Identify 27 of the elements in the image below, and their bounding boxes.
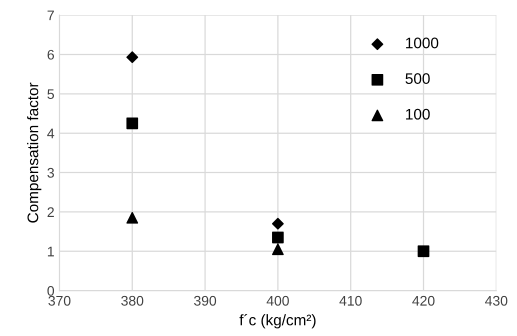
point <box>126 118 138 130</box>
legend-label: 100 <box>406 108 430 120</box>
y-tick-label: 0 <box>47 286 54 296</box>
y-tick-label: 3 <box>47 168 54 178</box>
point <box>126 212 138 224</box>
y-tick-label: 5 <box>47 89 54 100</box>
x-tick-label: 370 <box>48 296 70 306</box>
x-tick-label: 390 <box>194 296 216 306</box>
y-tick-label: 7 <box>48 10 54 20</box>
point <box>272 243 284 256</box>
x-tick-label: 380 <box>121 296 144 306</box>
y-axis-title: Compensation factor <box>27 82 42 223</box>
point <box>418 245 430 258</box>
y-tick-label: 1 <box>48 246 54 256</box>
point <box>272 218 284 230</box>
legend-label: 500 <box>406 73 430 84</box>
point <box>272 232 284 244</box>
x-tick-label: 430 <box>485 296 508 306</box>
x-tick-label: 400 <box>266 296 289 306</box>
point <box>126 51 138 64</box>
y-tick-label: 6 <box>48 50 54 60</box>
y-tick-label: 4 <box>47 128 54 138</box>
x-tick-label: 420 <box>412 296 435 306</box>
y-tick-label: 2 <box>48 207 54 217</box>
x-tick-label: 410 <box>339 296 362 306</box>
legend-label: 1000 <box>406 38 438 48</box>
x-axis-title: f´c (kg/cm²) <box>239 314 316 328</box>
